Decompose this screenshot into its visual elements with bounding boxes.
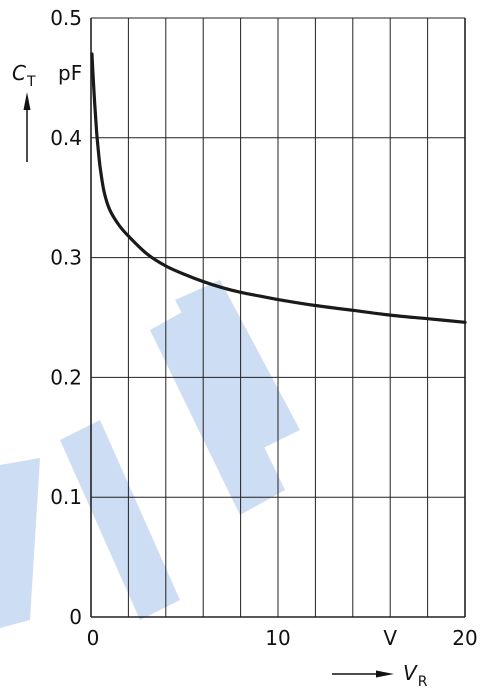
- watermark-graphic: [0, 280, 300, 628]
- x-axis-arrow-head: [376, 670, 394, 678]
- y-tick-label: 0.3: [50, 246, 82, 270]
- svg-text:CT: CT: [12, 61, 36, 90]
- x-axis-subscript: R: [418, 674, 428, 690]
- watermark-stroke-2: [60, 420, 180, 620]
- watermark-stroke-4: [175, 280, 300, 452]
- y-tick-labels: 0 0.1 0.2 0.3 0.4 0.5: [50, 6, 82, 629]
- x-tick-labels: 0 10 V 20: [87, 626, 478, 650]
- y-axis-symbol: C: [12, 61, 26, 85]
- watermark-stroke-1: [0, 458, 40, 628]
- y-tick-label: 0.1: [50, 485, 82, 509]
- curve-layer: [90, 52, 467, 324]
- x-axis-label: VR: [332, 661, 428, 690]
- svg-text:VR: VR: [403, 661, 428, 690]
- y-axis-unit: pF: [58, 61, 82, 85]
- x-tick-label: 0: [87, 626, 100, 650]
- watermark-stroke-3: [150, 305, 285, 515]
- y-axis-subscript: T: [26, 74, 36, 90]
- x-axis-symbol: V: [403, 661, 418, 685]
- x-tick-label: 20: [452, 626, 477, 650]
- y-tick-label: 0: [69, 605, 82, 629]
- y-tick-label: 0.5: [50, 6, 82, 30]
- y-axis-arrow-head: [23, 92, 31, 110]
- y-tick-label: 0.2: [50, 365, 82, 389]
- plot-grid: [90, 17, 466, 618]
- y-axis-label: CT pF: [12, 61, 82, 162]
- y-tick-label: 0.4: [50, 126, 82, 150]
- series-line: [90, 52, 467, 324]
- x-tick-label: V: [383, 626, 397, 650]
- x-tick-label: 10: [265, 626, 290, 650]
